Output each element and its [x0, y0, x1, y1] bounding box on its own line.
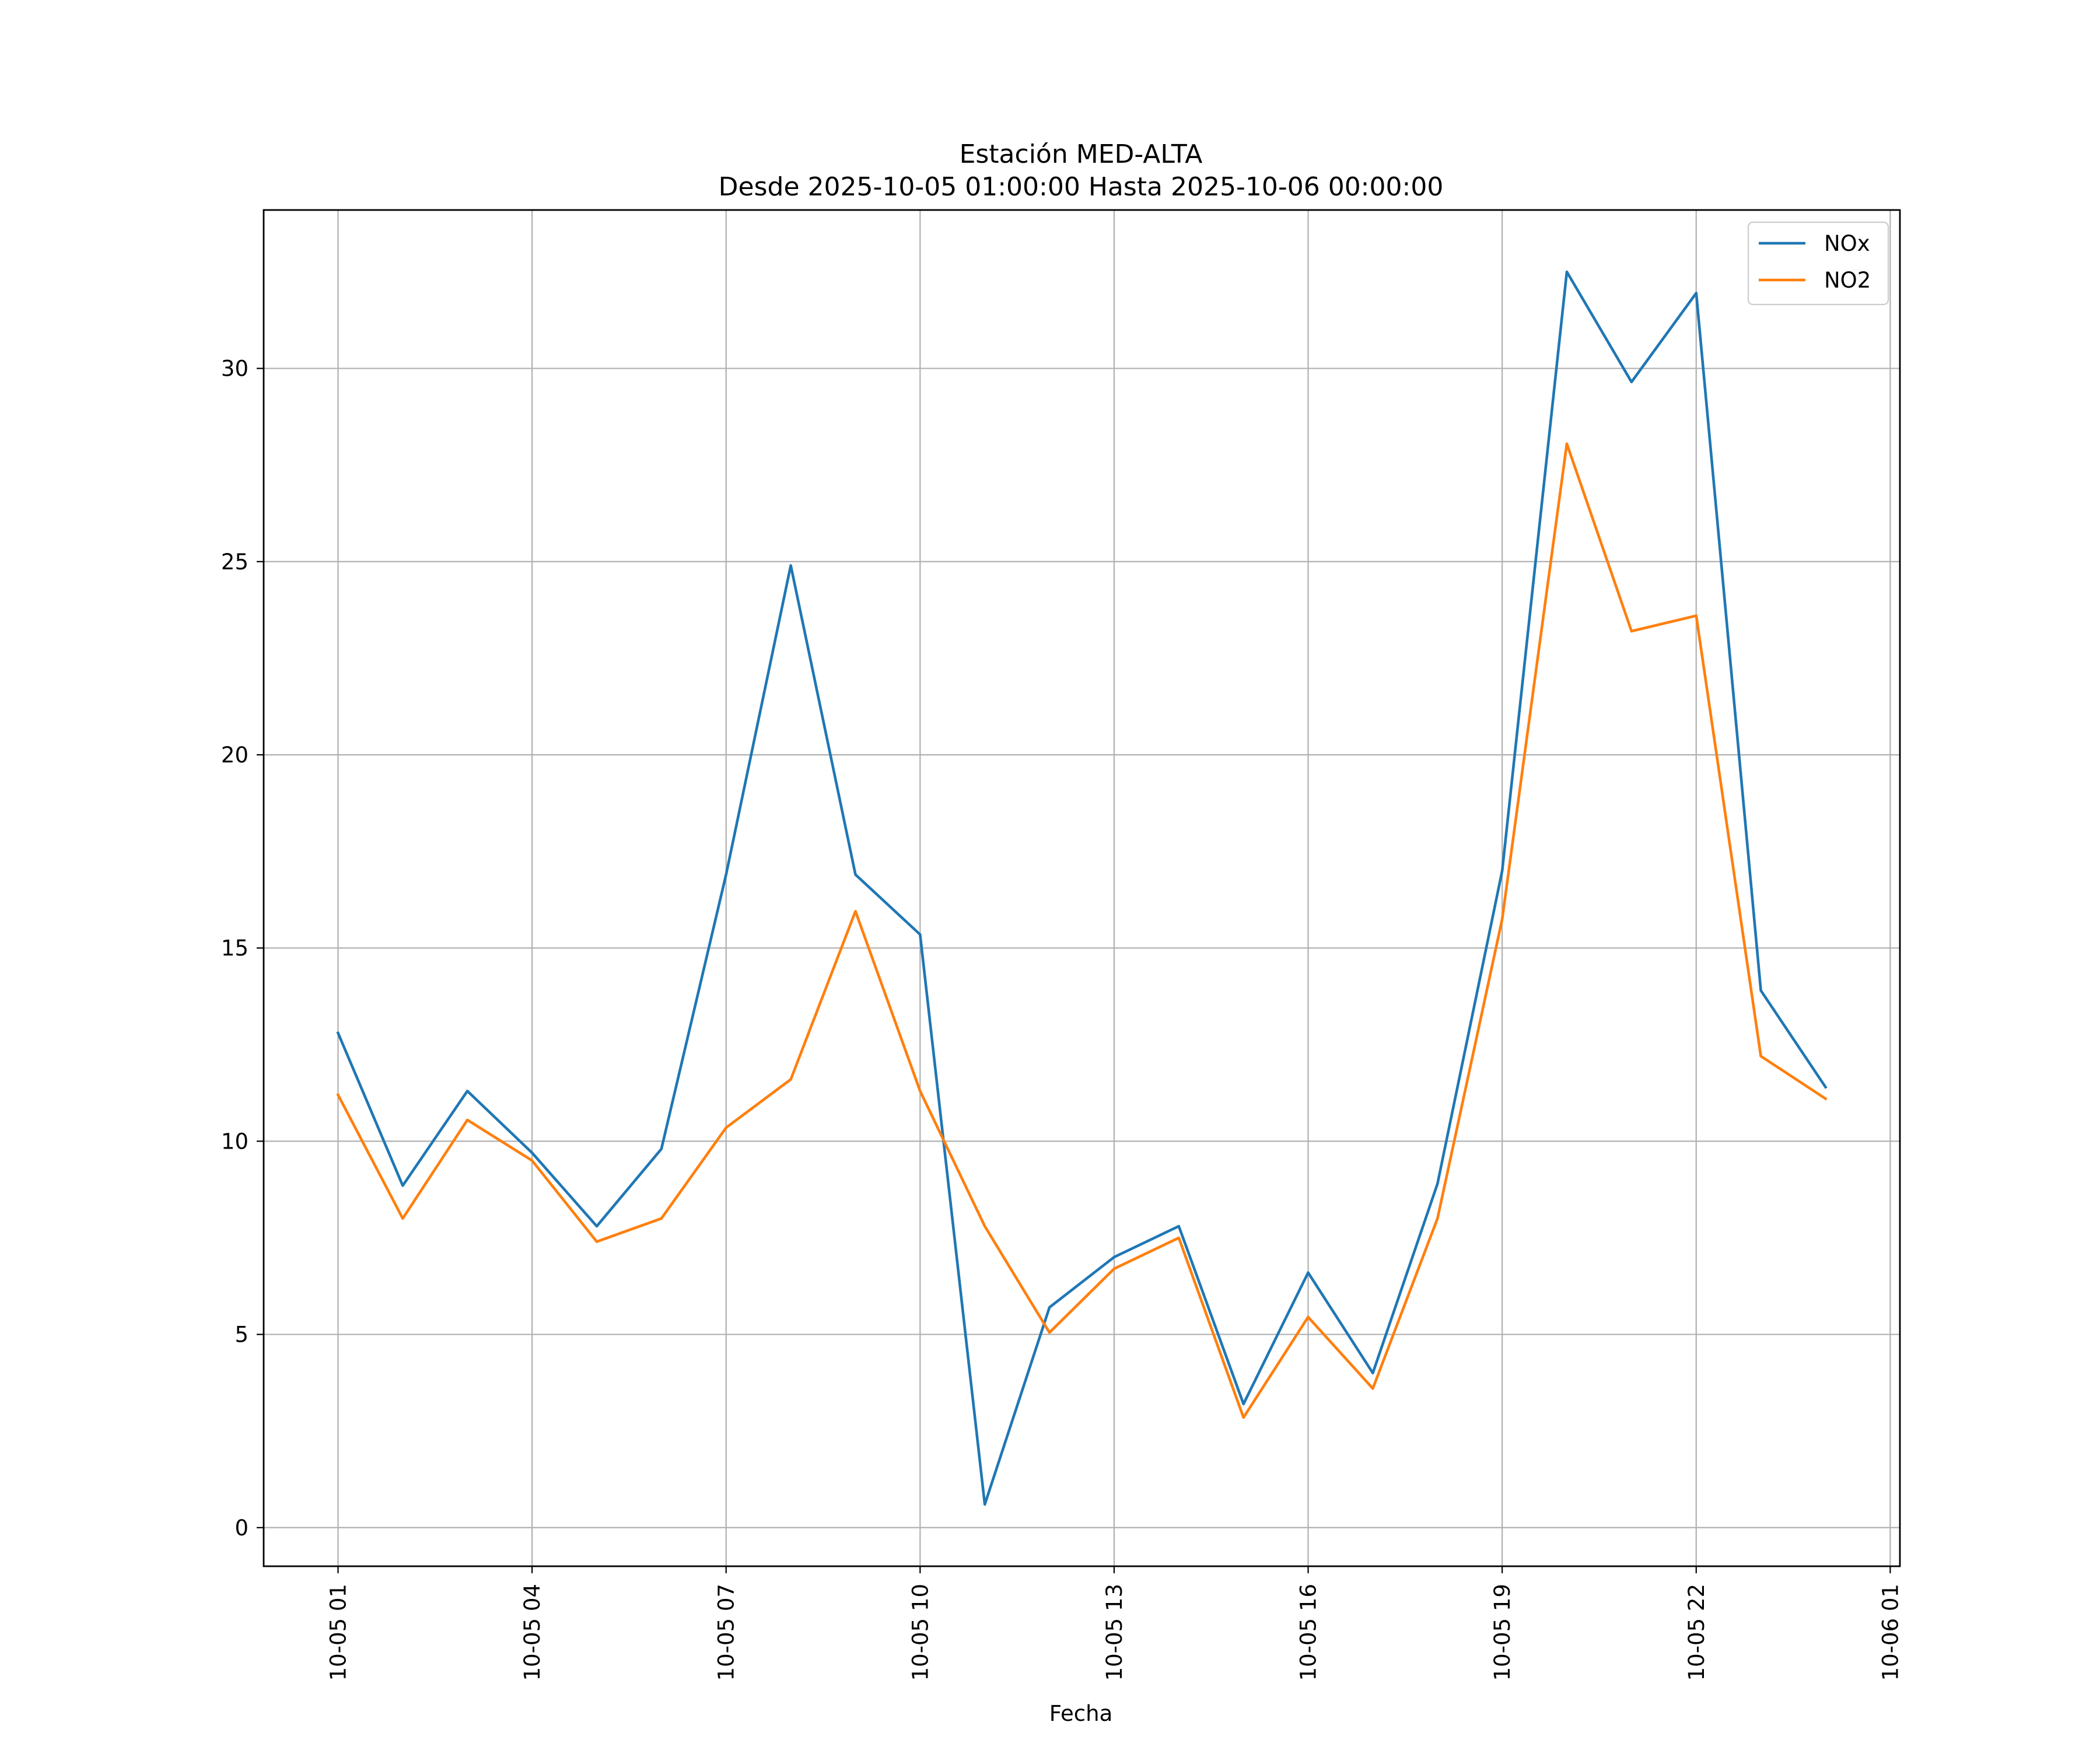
- axis-ticks: 0 5 10 15 20 25 30 10-05 01 10-05 04 10-05 07 10-0…: [221, 356, 1903, 1681]
- y-tick-label: 5: [235, 1322, 249, 1348]
- chart-title: Estación MED-ALTA: [960, 139, 1203, 169]
- x-axis-label: Fecha: [1049, 1701, 1113, 1726]
- plot-frame: [262, 209, 1901, 1567]
- series-line-no2: [336, 442, 1828, 1419]
- y-tick-label: 10: [221, 1129, 249, 1154]
- y-tick-label: 30: [221, 356, 249, 382]
- legend-label-nox: NOx: [1824, 231, 1870, 256]
- grid: [264, 210, 1900, 1566]
- x-tick-label: 10-06 01: [1878, 1584, 1903, 1681]
- x-tick-label: 10-05 22: [1684, 1584, 1709, 1681]
- chart-subtitle: Desde 2025-10-05 01:00:00 Hasta 2025-10-…: [719, 172, 1444, 202]
- series-lines: [336, 270, 1828, 1506]
- y-tick-label: 20: [221, 743, 249, 768]
- x-tick-label: 10-05 04: [520, 1584, 545, 1681]
- x-tick-label: 10-05 07: [714, 1584, 739, 1681]
- x-tick-label: 10-05 16: [1296, 1584, 1321, 1681]
- y-tick-label: 15: [221, 936, 249, 961]
- y-tick-label: 0: [235, 1516, 249, 1541]
- x-tick-label: 10-05 13: [1102, 1584, 1127, 1681]
- legend: NOx NO2: [1747, 221, 1889, 306]
- x-tick-label: 10-05 19: [1490, 1584, 1515, 1681]
- y-tick-label: 25: [221, 550, 249, 575]
- x-tick-label: 10-05 01: [326, 1584, 351, 1681]
- x-tick-label: 10-05 10: [908, 1584, 933, 1681]
- legend-label-no2: NO2: [1824, 268, 1871, 293]
- series-line-nox: [336, 270, 1828, 1506]
